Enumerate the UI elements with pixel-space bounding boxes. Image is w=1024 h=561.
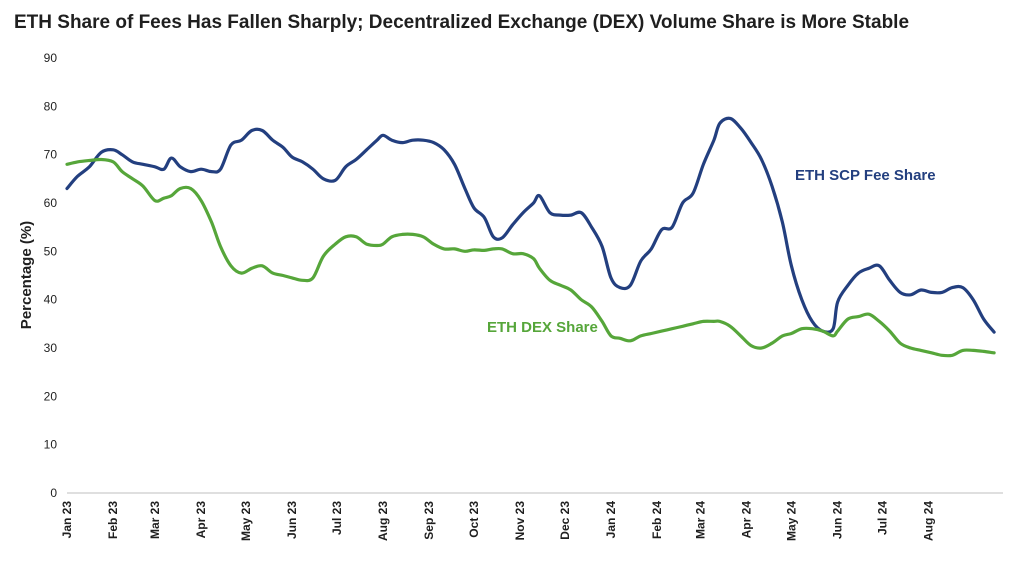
x-tick-label: Jan 24 [604, 501, 618, 539]
x-tick-label: Jan 23 [60, 501, 74, 539]
series-label-eth-dex-share: ETH DEX Share [487, 319, 598, 336]
y-axis: 0 10 20 30 40 50 60 70 80 90 [44, 51, 58, 500]
x-tick-label: Dec 23 [558, 501, 572, 540]
x-tick-label: Mar 23 [148, 501, 162, 539]
y-tick-label: 90 [44, 51, 58, 65]
series-label-eth-scp-fee-share: ETH SCP Fee Share [795, 167, 936, 184]
x-tick-label: Feb 24 [650, 501, 664, 539]
y-tick-label: 30 [44, 341, 58, 355]
x-tick-label: Mar 24 [693, 501, 707, 539]
y-tick-label: 10 [44, 438, 58, 452]
x-tick-label: Aug 24 [921, 501, 935, 541]
y-tick-label: 70 [44, 148, 58, 162]
y-tick-label: 50 [44, 244, 58, 258]
x-tick-label: Jun 23 [285, 501, 299, 539]
chart-title: ETH Share of Fees Has Fallen Sharply; De… [14, 12, 910, 33]
x-tick-label: Feb 23 [106, 501, 120, 539]
x-tick-label: Apr 24 [740, 501, 754, 539]
series-line-eth-dex-share [65, 157, 996, 358]
y-tick-label: 20 [44, 389, 58, 403]
y-tick-label: 40 [44, 293, 58, 307]
x-tick-label: May 23 [239, 501, 253, 541]
y-tick-label: 60 [44, 196, 58, 210]
x-axis: Jan 23 Feb 23 Mar 23 Apr 23 May 23 Jun 23 Jul … [60, 492, 1003, 541]
y-tick-label: 80 [44, 99, 58, 113]
x-tick-label: Nov 23 [513, 501, 527, 541]
x-tick-label: Jul 24 [875, 501, 889, 535]
y-axis-label: Percentage (%) [18, 221, 35, 329]
series-line-eth-scp-fee-share [65, 116, 996, 334]
x-tick-label: Jun 24 [831, 501, 845, 539]
x-tick-label: Apr 23 [194, 501, 208, 539]
x-tick-label: Sep 23 [422, 501, 436, 540]
x-tick-label: May 24 [784, 501, 798, 541]
x-tick-label: Aug 23 [376, 501, 390, 541]
x-tick-label: Oct 23 [467, 501, 481, 538]
y-tick-label: 0 [50, 486, 57, 500]
x-tick-label: Jul 23 [330, 501, 344, 535]
series-layer [65, 116, 996, 358]
